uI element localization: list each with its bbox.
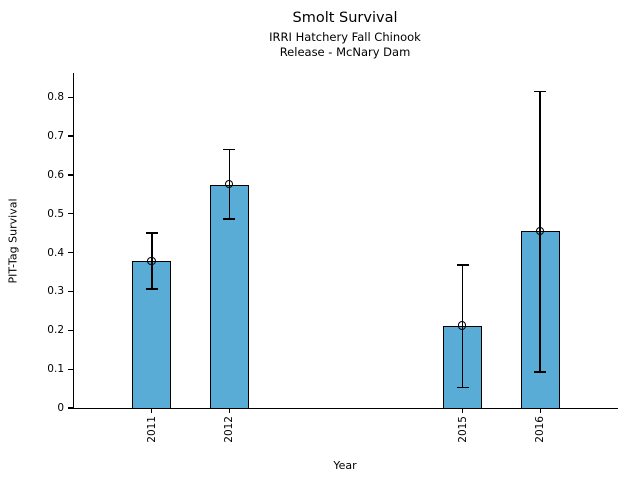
- y-tick-mark: [68, 135, 73, 137]
- y-tick-mark: [68, 96, 73, 98]
- data-point-marker-2011: [147, 256, 156, 265]
- plot-area: 0 0.1 0.2 0.3 0.4 0.5 0.6 0.7 0.8 2011 2012 2015 201…: [47, 73, 618, 443]
- x-tick-mark: [151, 408, 153, 413]
- x-tick-mark: [539, 408, 541, 413]
- x-axis-label: Year: [333, 459, 357, 472]
- error-bar-cap-bottom-2015: [456, 386, 469, 389]
- y-tick-label: 0.8: [47, 91, 64, 104]
- x-tick-label: 2012: [223, 416, 236, 443]
- y-tick-label: 0: [57, 402, 64, 414]
- y-tick-label: 0.5: [47, 207, 64, 220]
- data-point-marker-2015: [457, 321, 467, 330]
- x-tick-mark: [228, 408, 231, 413]
- y-tick-mark: [68, 251, 73, 254]
- y-tick-label: 0.3: [47, 285, 64, 298]
- error-bar-cap-bottom-2011: [145, 288, 158, 290]
- x-tick-label: 2016: [534, 416, 547, 443]
- error-bar-cap-top-2015: [456, 264, 469, 266]
- y-tick-mark: [68, 407, 73, 409]
- y-tick-label: 0.4: [47, 246, 64, 259]
- error-bar-cap-top-2012: [223, 148, 236, 151]
- x-tick-mark: [461, 408, 464, 413]
- x-tick-label: 2011: [145, 416, 158, 443]
- data-point-marker-2016: [535, 226, 545, 236]
- y-tick-label: 0.2: [47, 324, 64, 337]
- bar-2012: [210, 184, 249, 408]
- y-tick-mark: [68, 174, 73, 176]
- y-tick-mark: [68, 213, 73, 215]
- data-point-marker-2012: [224, 180, 234, 189]
- y-tick-label: 0.7: [47, 130, 64, 143]
- error-bar-cap-bottom-2016: [534, 371, 547, 374]
- error-bar-cap-bottom-2012: [223, 218, 236, 221]
- error-bar-cap-top-2011: [145, 232, 158, 234]
- y-tick-label: 0.6: [47, 168, 64, 181]
- x-tick-label: 2015: [456, 416, 469, 443]
- y-tick-mark: [68, 368, 73, 370]
- y-tick-label: 0.1: [47, 363, 64, 376]
- chart-subtitle-line1: IRRI Hatchery Fall Chinook: [269, 30, 421, 44]
- y-tick-mark: [68, 329, 73, 331]
- chart-title: Smolt Survival: [292, 10, 398, 26]
- y-tick-mark: [68, 290, 73, 293]
- chart-subtitle-line2: Release - McNary Dam: [279, 45, 411, 59]
- error-bar-cap-top-2016: [534, 90, 547, 93]
